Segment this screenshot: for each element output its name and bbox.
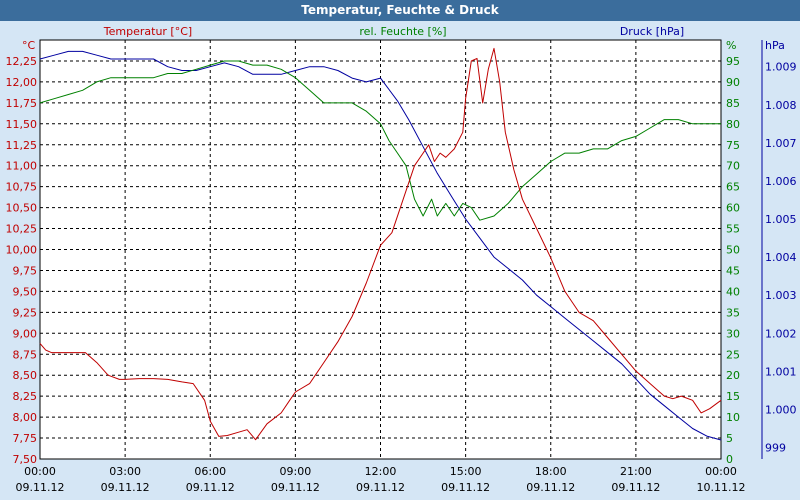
pressure-tick-label: 1.004 (765, 251, 797, 264)
humidity-tick-label: 20 (726, 369, 740, 382)
humidity-tick-label: 50 (726, 244, 740, 257)
x-tick-date: 09.11.12 (101, 481, 150, 494)
x-tick-time: 12:00 (365, 465, 397, 478)
x-tick-time: 03:00 (109, 465, 141, 478)
humidity-tick-label: 75 (726, 139, 740, 152)
temperature-tick-label: 7,75 (13, 432, 38, 445)
temperature-tick-label: 9,00 (13, 327, 38, 340)
x-tick-time: 06:00 (194, 465, 226, 478)
humidity-series-line (39, 60, 721, 221)
humidity-tick-label: 0 (726, 453, 733, 466)
humidity-unit-label: % (726, 39, 736, 52)
pressure-tick-label: 1.001 (765, 365, 797, 378)
pressure-tick-label: 1.006 (765, 175, 797, 188)
humidity-tick-label: 30 (726, 327, 740, 340)
temperature-tick-label: 10,75 (6, 181, 38, 194)
temperature-tick-label: 11,25 (6, 139, 38, 152)
temperature-tick-label: 9,50 (13, 285, 38, 298)
temperature-tick-label: 10,25 (6, 223, 38, 236)
pressure-tick-label: 1.000 (765, 403, 797, 416)
x-tick-date: 09.11.12 (356, 481, 405, 494)
temperature-tick-label: 11,75 (6, 97, 38, 110)
pressure-tick-label: 1.008 (765, 99, 797, 112)
temperature-tick-label: 9,75 (13, 264, 38, 277)
humidity-tick-label: 25 (726, 348, 740, 361)
temperature-tick-label: 11,00 (6, 160, 38, 173)
x-tick-date: 09.11.12 (16, 481, 65, 494)
x-tick-date: 09.11.12 (526, 481, 575, 494)
temperature-tick-label: 8,50 (13, 369, 38, 382)
chart-canvas: 00:00 09.11.12 03:00 09.11.12 06:00 09.11.12 0… (6, 25, 797, 494)
chart-title: Temperatur, Feuchte & Druck (301, 3, 499, 17)
pressure-tick-label: 1.003 (765, 289, 797, 302)
series-layer (39, 47, 722, 441)
temperature-unit-label: °C (22, 39, 36, 52)
pressure-axis-title: Druck [hPa] (620, 25, 684, 38)
humidity-tick-label: 60 (726, 202, 740, 215)
x-tick-time: 00:00 (705, 465, 737, 478)
temperature-tick-label: 9,25 (13, 306, 38, 319)
x-tick-date: 10.11.12 (697, 481, 746, 494)
pressure-tick-label: 999 (765, 442, 786, 455)
humidity-tick-label: 65 (726, 181, 740, 194)
pressure-tick-label: 1.009 (765, 61, 797, 74)
humidity-tick-label: 5 (726, 432, 733, 445)
humidity-tick-label: 35 (726, 306, 740, 319)
humidity-tick-label: 90 (726, 76, 740, 89)
humidity-tick-label: 80 (726, 118, 740, 131)
humidity-tick-label: 85 (726, 97, 740, 110)
temperature-tick-label: 10,00 (6, 244, 38, 257)
labels-layer: 00:00 09.11.12 03:00 09.11.12 06:00 09.11.12 0… (6, 25, 797, 494)
temperature-tick-label: 12,00 (6, 76, 38, 89)
temperature-tick-label: 8,75 (13, 348, 38, 361)
x-tick-time: 18:00 (535, 465, 567, 478)
x-tick-date: 09.11.12 (611, 481, 660, 494)
pressure-unit-label: hPa (765, 39, 785, 52)
x-tick-date: 09.11.12 (271, 481, 320, 494)
temperature-tick-label: 8,00 (13, 411, 38, 424)
x-tick-date: 09.11.12 (186, 481, 235, 494)
humidity-tick-label: 95 (726, 55, 740, 68)
temperature-tick-label: 12,25 (6, 55, 38, 68)
chart-title-bar: Temperatur, Feuchte & Druck (0, 0, 800, 21)
pressure-tick-label: 1.005 (765, 213, 797, 226)
humidity-tick-label: 10 (726, 411, 740, 424)
pressure-series-line (39, 50, 722, 441)
humidity-tick-label: 55 (726, 223, 740, 236)
humidity-tick-label: 45 (726, 264, 740, 277)
humidity-axis-title: rel. Feuchte [%] (359, 25, 446, 38)
temperature-axis-title: Temperatur [°C] (103, 25, 192, 38)
pressure-tick-label: 1.002 (765, 327, 797, 340)
temperature-tick-label: 8,25 (13, 390, 38, 403)
x-tick-time: 09:00 (280, 465, 312, 478)
x-tick-time: 21:00 (620, 465, 652, 478)
temperature-tick-label: 7,50 (13, 453, 38, 466)
temperature-tick-label: 10,50 (6, 202, 38, 215)
humidity-tick-label: 40 (726, 285, 740, 298)
humidity-tick-label: 15 (726, 390, 740, 403)
temperature-series-line (39, 47, 722, 441)
x-tick-time: 00:00 (24, 465, 56, 478)
grid-lines (40, 40, 721, 459)
pressure-tick-label: 1.007 (765, 137, 797, 150)
x-tick-date: 09.11.12 (441, 481, 490, 494)
x-tick-time: 15:00 (450, 465, 482, 478)
humidity-tick-label: 70 (726, 160, 740, 173)
temperature-tick-label: 11,50 (6, 118, 38, 131)
